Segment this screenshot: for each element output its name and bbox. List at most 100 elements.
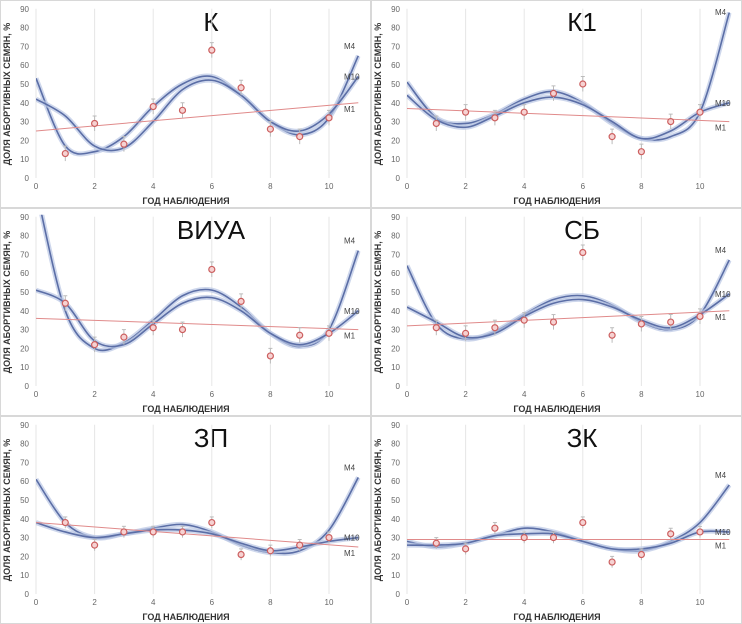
x-tick-label: 2 [463, 390, 468, 399]
y-tick-label: 20 [391, 552, 400, 561]
data-point [549, 89, 558, 98]
model-curve-m4 [36, 55, 360, 155]
plot-area: 0 2 4 6 8 10 0 10 20 30 40 50 60 70 80 90 M4 M10 M1 [20, 5, 361, 191]
data-point [325, 329, 333, 337]
x-tick-label: 0 [34, 598, 39, 607]
data-point [296, 133, 304, 141]
y-tick-label: 70 [20, 458, 29, 467]
x-tick-label: 4 [522, 390, 527, 399]
data-point [491, 524, 499, 532]
model-halo-m4 [36, 476, 361, 556]
data-point [208, 46, 216, 54]
y-tick-label: 30 [20, 326, 29, 335]
data-point [608, 558, 616, 566]
data-point [667, 530, 675, 538]
data-point [491, 114, 499, 122]
data-point [208, 518, 216, 527]
y-tick-label: 70 [391, 42, 400, 51]
data-point [178, 528, 187, 536]
y-tick-label: 50 [20, 496, 29, 505]
y-tick-label: 10 [20, 155, 29, 164]
data-point [120, 333, 128, 341]
x-tick-label: 0 [405, 390, 410, 399]
x-tick-label: 8 [268, 598, 273, 607]
y-tick-label: 90 [20, 5, 29, 14]
x-tick-label: 10 [325, 390, 334, 399]
y-tick-label: 90 [391, 421, 400, 430]
x-tick-label: 10 [696, 182, 705, 191]
data-point [461, 545, 470, 553]
data-point [520, 316, 528, 324]
x-tick-label: 8 [639, 182, 644, 191]
y-tick-label: 20 [20, 552, 29, 561]
data-point [667, 117, 675, 126]
y-tick-label: 50 [391, 288, 400, 297]
y-tick-label: 60 [391, 269, 400, 278]
y-tick-label: 60 [391, 61, 400, 70]
chart-title: ЗП [193, 423, 229, 453]
x-tick-label: 4 [151, 182, 156, 191]
plot-area: 0 2 4 6 8 10 0 10 20 30 40 50 60 70 80 90 M4 M10 M1 [391, 5, 732, 191]
y-tick-label: 40 [20, 99, 29, 108]
data-point [149, 324, 157, 332]
model-curve-m10 [407, 530, 730, 551]
model-curve-m10 [407, 293, 730, 339]
y-tick-label: 30 [20, 534, 29, 543]
x-axis-label: ГОД НАБЛЮДЕНИЯ [142, 612, 230, 622]
model-label-m4: M4 [344, 42, 356, 51]
chart-panel-sb: СБ ГОД НАБЛЮДЕНИЯ ДОЛЯ АБОРТИВНЫХ СЕМЯН, %… [371, 208, 742, 416]
data-point [237, 297, 245, 306]
x-tick-label: 6 [210, 390, 215, 399]
y-tick-label: 30 [391, 534, 400, 543]
data-point [520, 533, 528, 542]
data-point [61, 299, 69, 307]
chart-title: ВИУА [176, 215, 246, 245]
x-tick-label: 0 [405, 598, 410, 607]
data-point [90, 341, 99, 349]
y-tick-label: 80 [20, 24, 29, 33]
x-tick-label: 4 [151, 390, 156, 399]
data-point [432, 119, 440, 128]
model-label-m10: M10 [715, 290, 731, 299]
plot-area: 0 2 4 6 8 10 0 10 20 30 40 50 60 70 80 90 M4 M10 M1 [391, 421, 732, 607]
x-tick-label: 8 [268, 390, 273, 399]
y-tick-label: 0 [25, 590, 30, 599]
y-tick-label: 30 [20, 118, 29, 127]
y-tick-label: 40 [20, 307, 29, 316]
y-tick-label: 0 [25, 174, 30, 183]
x-tick-label: 6 [581, 390, 586, 399]
data-point [637, 148, 645, 156]
data-point [667, 318, 675, 326]
model-label-m10: M10 [344, 534, 360, 543]
model-curve-m10 [36, 75, 359, 152]
data-point [696, 312, 704, 321]
y-tick-label: 0 [396, 382, 401, 391]
model-label-m4: M4 [715, 8, 727, 17]
data-point [296, 331, 304, 339]
chart-title: ЗК [566, 423, 598, 453]
data-point [296, 541, 304, 549]
x-tick-label: 4 [522, 182, 527, 191]
model-label-m4: M4 [715, 246, 727, 255]
y-tick-label: 40 [391, 99, 400, 108]
chart-title: К [203, 7, 219, 37]
chart-title: СБ [564, 215, 600, 245]
data-point [178, 325, 187, 334]
data-point [325, 114, 333, 122]
y-tick-label: 70 [391, 458, 400, 467]
y-tick-label: 30 [391, 118, 400, 127]
data-point [579, 248, 587, 257]
y-tick-label: 80 [391, 232, 400, 241]
model-label-m10: M10 [344, 72, 360, 81]
y-tick-label: 60 [20, 269, 29, 278]
data-point [208, 265, 216, 274]
x-tick-label: 2 [92, 182, 97, 191]
x-tick-label: 6 [581, 182, 586, 191]
data-point [237, 550, 245, 559]
x-tick-label: 2 [463, 182, 468, 191]
data-point [120, 140, 128, 148]
y-tick-label: 10 [20, 571, 29, 580]
data-point [61, 149, 69, 158]
chart-panel-zp: ЗП ГОД НАБЛЮДЕНИЯ ДОЛЯ АБОРТИВНЫХ СЕМЯН, %… [0, 416, 371, 624]
data-point [608, 331, 616, 339]
